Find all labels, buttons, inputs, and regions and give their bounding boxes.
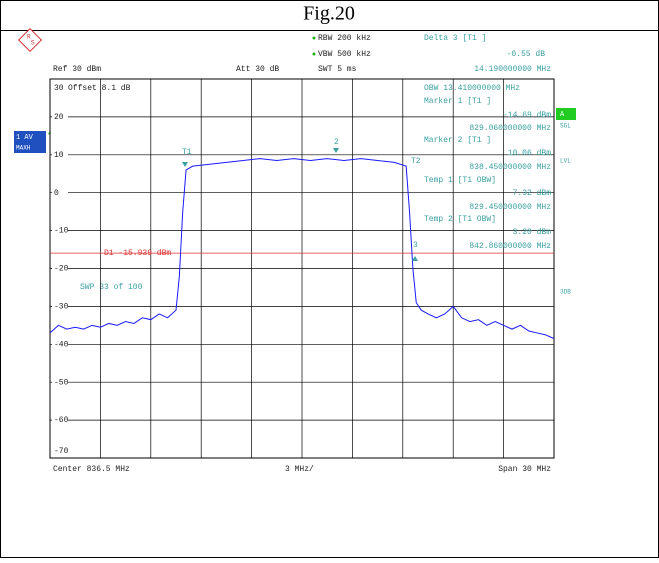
marker-info-line: Temp 2 [T1 OBW] (424, 215, 496, 224)
y-tick-label: -50 (54, 378, 69, 387)
marker-info-line: Marker 2 [T1 ] (424, 136, 491, 145)
logo: RS (17, 27, 43, 53)
division: 3 MHz/ (285, 465, 314, 474)
display-line-label: D1 -15.939 dBm (104, 249, 171, 258)
vbw: VBW 500 kHz (318, 50, 371, 59)
marker-info-line: -14.69 dBm (503, 111, 551, 120)
marker-flag (182, 162, 188, 167)
lvl-label: LVL (560, 158, 571, 165)
y-tick-label: -60 (54, 416, 69, 425)
marker-info-line: 7.32 dBm (513, 189, 552, 198)
offset: Offset 8.1 dB (68, 84, 131, 93)
y-tick-label: -20 (54, 265, 69, 274)
marker-info-line: OBW 13.410000000 MHz (424, 84, 520, 93)
trace-box (14, 131, 46, 153)
tick-bg (52, 416, 68, 425)
marker-label: T1 (182, 148, 192, 157)
marker-info-line: 838.450000000 MHz (469, 163, 551, 172)
marker-info-line: 10.06 dBm (508, 149, 551, 158)
tick-bg (52, 264, 68, 273)
swt: SWT 5 ms (318, 65, 357, 74)
y-tick-label: 0 (54, 189, 59, 198)
tick-bg (52, 84, 68, 92)
center: Center 836.5 MHz (53, 465, 130, 474)
marker-info-line: 829.450000000 MHz (469, 203, 551, 212)
sweep: SWP 33 of 100 (80, 283, 143, 292)
y-tick-label: 10 (54, 151, 64, 160)
y-tick-label: -10 (54, 227, 69, 236)
trace (49, 158, 555, 340)
trace-label: 1 AV (16, 134, 34, 142)
y-tick-label: -40 (54, 340, 69, 349)
ref: Ref 30 dBm (53, 65, 101, 74)
rbw: RBW 200 kHz (318, 34, 371, 43)
marker-info-line: 842.860000000 MHz (469, 242, 551, 251)
marker-label: 3 (413, 241, 418, 250)
svg-text:S: S (31, 40, 35, 47)
y-tick-label: 30 (54, 84, 64, 93)
dot (312, 36, 316, 40)
marker-info: Delta 3 [T1 ] -0.55 dB 14.190000000 MHz OBW… (424, 34, 551, 251)
tick-bg (52, 150, 68, 159)
att: Att 30 dB (236, 65, 279, 74)
marker-flag (333, 148, 339, 153)
marker-info-line: Marker 1 [T1 ] (424, 97, 491, 106)
tick-bg (52, 188, 68, 197)
sgl-label: SGL (560, 123, 571, 130)
marker-info-line: 3.20 dBm (513, 228, 552, 237)
dot (312, 52, 316, 56)
mode-label: MAXH (16, 145, 31, 152)
marker-flag (412, 256, 418, 261)
tick-bg (52, 112, 68, 121)
marker-info-line: -0.55 dB (507, 50, 546, 59)
span: Span 30 MHz (498, 465, 551, 474)
marker-label: T2 (411, 157, 421, 166)
title: Fig.20 (303, 3, 355, 25)
marker-info-line: 14.190000000 MHz (474, 65, 551, 74)
tick-bg (52, 226, 68, 235)
db-label: 3DB (560, 289, 571, 296)
svg-text:R: R (27, 34, 31, 41)
marker-info-line: Temp 1 [T1 OBW] (424, 176, 496, 185)
tick-bg (52, 378, 68, 387)
y-tick-label: -30 (54, 303, 69, 312)
y-tick-label: -70 (54, 447, 69, 456)
tick-bg (52, 447, 68, 455)
plot: 30 20 10 0 -10 -20 -30 -40 -50 -60 -70 D1 -15.939 d… (49, 78, 555, 459)
marker-info-line: 829.060000000 MHz (469, 124, 551, 133)
y-tick-label: 20 (54, 113, 64, 122)
asterisk: * (47, 132, 52, 141)
a-box (556, 108, 576, 120)
tick-bg (52, 340, 68, 349)
tick-bg (52, 302, 68, 311)
marker-info-line: Delta 3 [T1 ] (424, 34, 486, 43)
marker-label: 2 (334, 138, 339, 147)
a-label: A (560, 111, 565, 119)
